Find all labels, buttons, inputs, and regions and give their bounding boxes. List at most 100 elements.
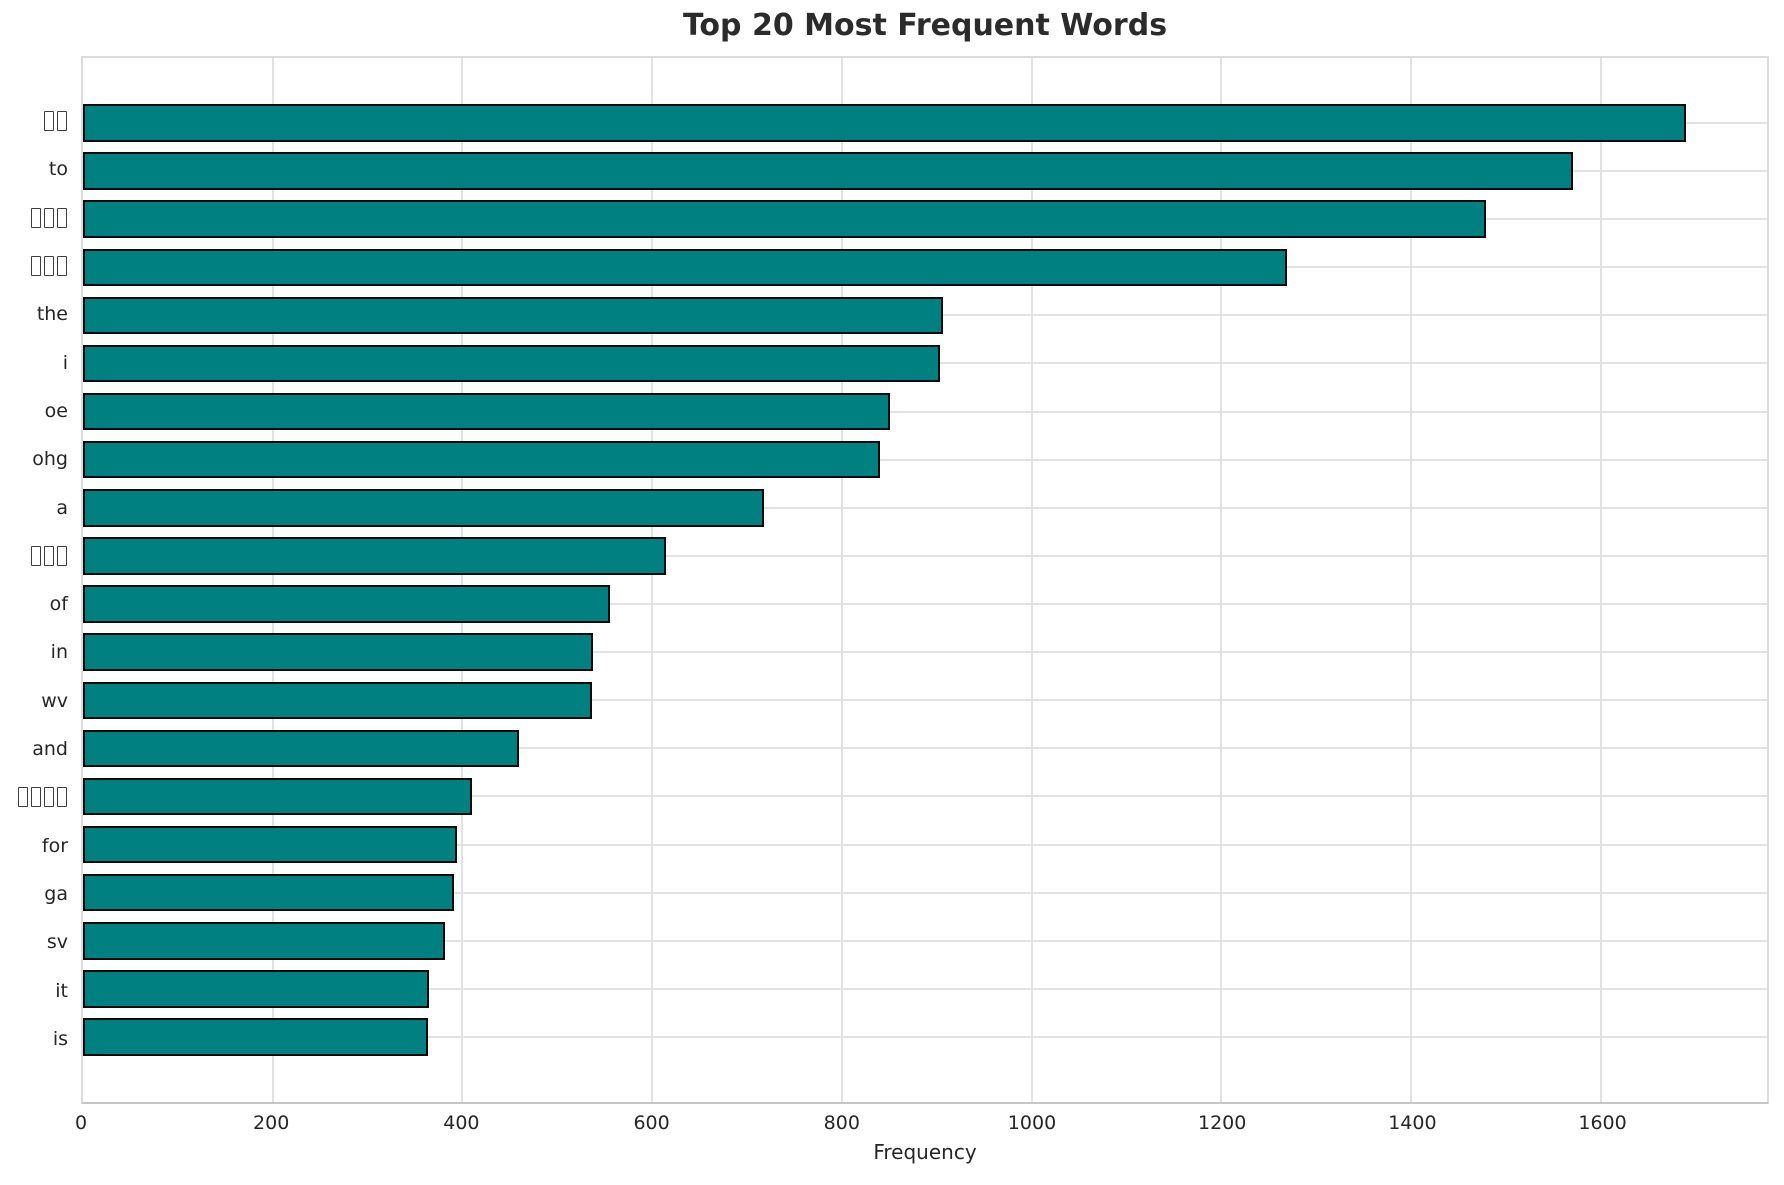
bar (83, 104, 1687, 142)
bar (83, 922, 446, 960)
missing-glyph-box (43, 787, 54, 808)
bar-row (83, 580, 1767, 628)
bar (83, 200, 1487, 238)
bar (83, 392, 891, 431)
bar (83, 152, 1573, 190)
horizontal-gridline (83, 603, 1767, 606)
missing-glyph-box (17, 787, 28, 808)
bar-row (83, 99, 1767, 147)
horizontal-gridline (83, 843, 1767, 846)
missing-glyph-box (30, 256, 41, 277)
y-tick-label: it (55, 979, 68, 1002)
plot-area (81, 56, 1769, 1104)
missing-glyph-box (56, 256, 67, 277)
bar-row (83, 436, 1767, 484)
chart-title: Top 20 Most Frequent Words (682, 8, 1168, 43)
y-tick-label: a (56, 496, 68, 519)
horizontal-gridline (83, 506, 1767, 509)
horizontal-gridline (83, 747, 1767, 750)
missing-glyph-box (56, 545, 67, 566)
bar-row (83, 772, 1767, 820)
missing-glyph-box (56, 111, 67, 132)
y-tick-label: ga (44, 882, 68, 905)
bar (83, 825, 457, 864)
y-tick-label (0, 773, 68, 821)
bar-row (83, 1013, 1767, 1061)
horizontal-gridline (83, 554, 1767, 557)
horizontal-gridline (83, 699, 1767, 702)
y-tick-label: is (52, 1027, 68, 1050)
vertical-gridline (1599, 58, 1602, 1102)
x-tick-label: 1400 (1388, 1112, 1437, 1134)
bar-row (83, 195, 1767, 243)
bar-row (83, 821, 1767, 869)
vertical-gridline (1220, 58, 1223, 1102)
axis-padding (0, 1063, 68, 1104)
y-tick-label (0, 532, 68, 580)
y-tick-label: oe (44, 399, 68, 422)
y-axis-labels: to the i oe ohg a of in wv and for ga sv it is (0, 56, 68, 1104)
x-tick-label: 1600 (1578, 1112, 1627, 1134)
bar-row (83, 243, 1767, 291)
x-tick-label: 200 (253, 1112, 290, 1134)
x-tick-label: 400 (443, 1112, 480, 1134)
bar (83, 489, 765, 527)
bar-row (83, 484, 1767, 532)
horizontal-gridline (83, 458, 1767, 461)
axis-padding (0, 56, 68, 97)
bar-row (83, 965, 1767, 1013)
bar (83, 873, 454, 912)
vertical-gridline (271, 58, 274, 1102)
bar-row (83, 917, 1767, 965)
missing-glyph-box (56, 787, 67, 808)
axis-padding (83, 58, 1767, 99)
y-tick-label: of (49, 593, 68, 616)
vertical-gridline (1410, 58, 1413, 1102)
missing-glyph-box (43, 111, 54, 132)
bar-row (83, 532, 1767, 580)
bar (83, 729, 520, 768)
x-tick-label: 1000 (1007, 1112, 1057, 1134)
y-tick-label: i (62, 351, 68, 374)
bar-row (83, 339, 1767, 387)
horizontal-gridline (83, 651, 1767, 654)
bar (83, 248, 1287, 287)
y-tick-label: for (41, 834, 68, 857)
vertical-gridline (1030, 58, 1033, 1102)
y-tick-label: in (50, 641, 68, 664)
x-tick-label: 0 (74, 1112, 88, 1134)
missing-glyph-box (43, 545, 54, 566)
y-tick-label: sv (46, 931, 68, 954)
bar (83, 970, 430, 1008)
missing-glyph-box (56, 207, 67, 228)
missing-glyph-box (43, 207, 54, 228)
vertical-gridline (461, 58, 464, 1102)
bar-row (83, 388, 1767, 436)
bar (83, 633, 594, 671)
bar-row (83, 291, 1767, 339)
bar (83, 344, 940, 383)
y-tick-label: wv (41, 689, 68, 712)
bar (83, 440, 880, 479)
horizontal-gridline (83, 410, 1767, 413)
horizontal-gridline (83, 939, 1767, 942)
bar (83, 681, 592, 720)
bar (83, 296, 943, 335)
horizontal-gridline (83, 795, 1767, 798)
axis-padding (83, 1061, 1767, 1102)
missing-glyph-box (43, 256, 54, 277)
y-tick-label: the (36, 303, 68, 326)
x-axis-label: Frequency (873, 1140, 977, 1164)
missing-glyph-box (30, 207, 41, 228)
x-tick-label: 1200 (1197, 1112, 1247, 1134)
y-tick-label: ohg (32, 448, 68, 471)
bar-row (83, 676, 1767, 724)
missing-glyph-box (30, 787, 41, 808)
x-tick-label: 800 (823, 1112, 860, 1134)
bar (83, 585, 611, 623)
y-tick-label (0, 97, 68, 145)
x-tick-label: 600 (633, 1112, 670, 1134)
horizontal-gridline (83, 1036, 1767, 1039)
y-tick-label: and (32, 738, 68, 761)
